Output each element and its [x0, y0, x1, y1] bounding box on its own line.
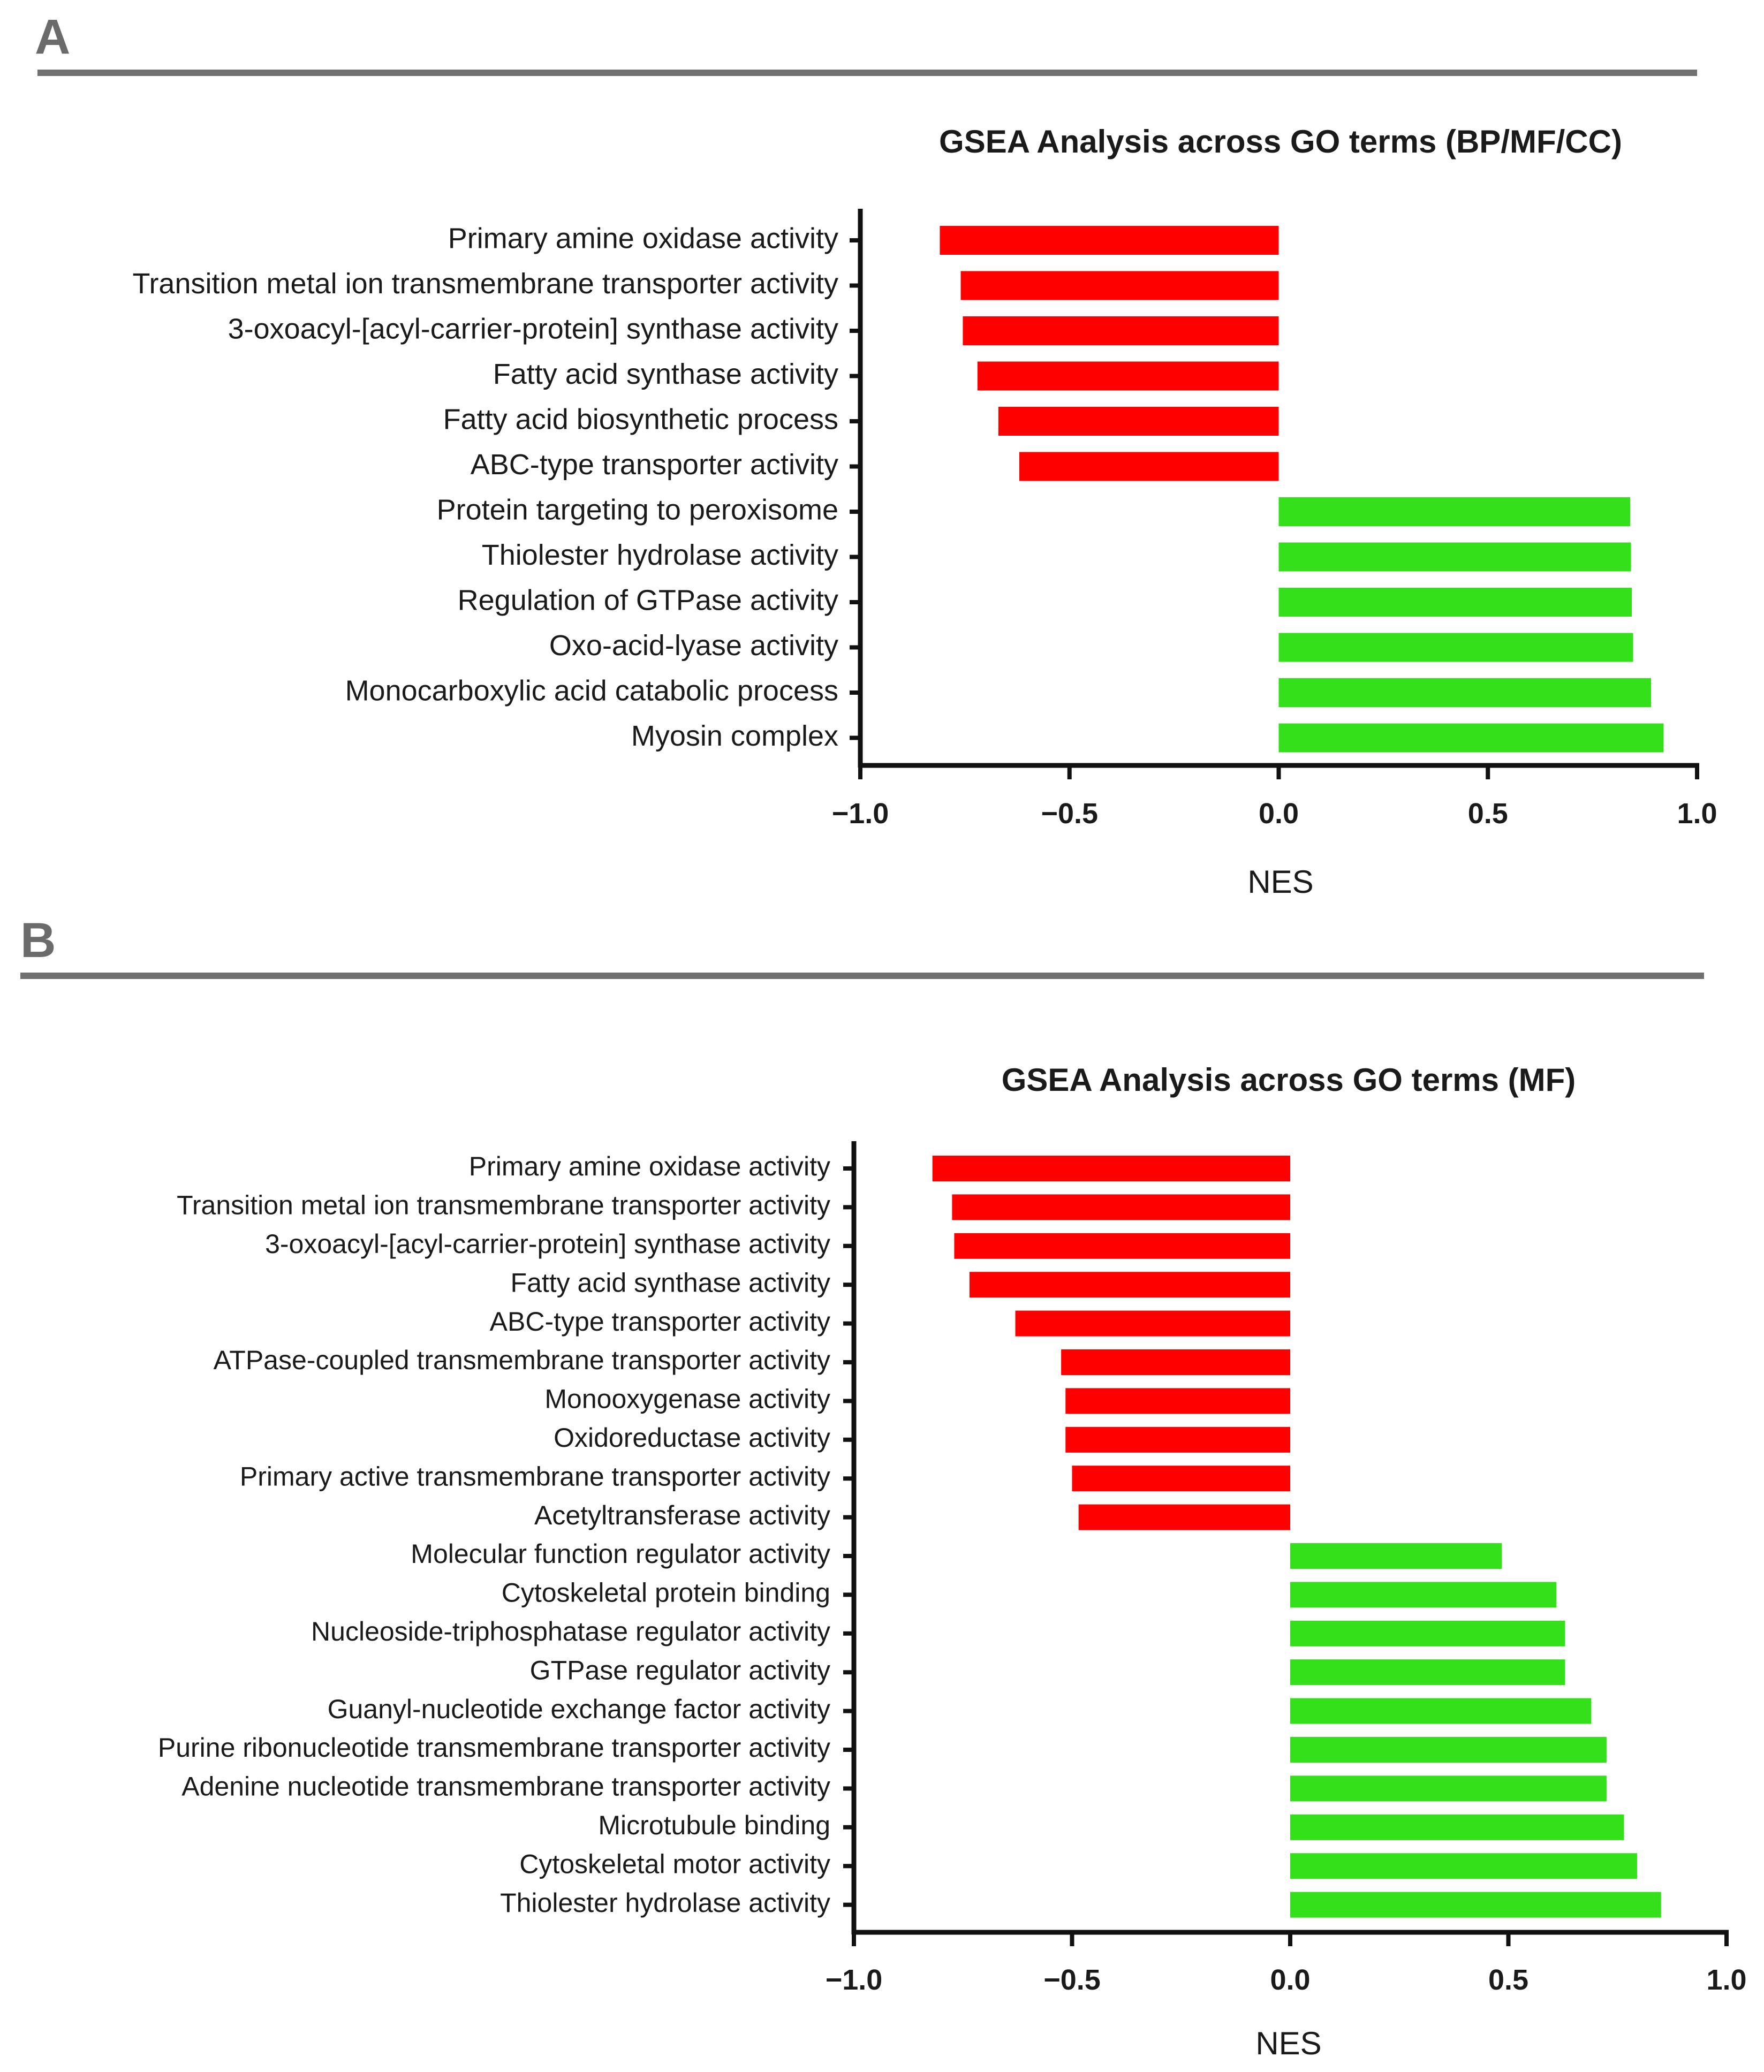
chart-a: GSEA Analysis across GO terms (BP/MF/CC)…	[132, 124, 1717, 900]
x-tick-label: −0.5	[1041, 798, 1098, 830]
bar-acetyltransferase-activity	[1078, 1504, 1290, 1530]
bar-myosin-complex	[1278, 723, 1664, 753]
x-tick-label: 1.0	[1677, 798, 1717, 830]
bar-nucleoside-triphosphatase-regulator-activity	[1290, 1620, 1565, 1646]
bar-transition-metal-ion-transmembrane-transporter-activity	[960, 271, 1279, 300]
category-label: Fatty acid synthase activity	[511, 1268, 830, 1297]
chart-a-bars	[940, 226, 1664, 753]
bar-3-oxoacyl-acyl-carrier-protein-synthase-activity	[963, 316, 1279, 345]
bar-thiolester-hydrolase-activity	[1290, 1892, 1661, 1918]
bar-regulation-of-gtpase-activity	[1278, 588, 1632, 617]
bar-monocarboxylic-acid-catabolic-process	[1278, 678, 1652, 707]
x-tick-label: 0.0	[1259, 798, 1299, 830]
category-label: Monooxygenase activity	[544, 1384, 830, 1414]
category-label: Primary amine oxidase activity	[448, 222, 838, 254]
chart-b-x-axis-title: NES	[1255, 2025, 1321, 2061]
category-label: Molecular function regulator activity	[411, 1539, 830, 1569]
bar-primary-amine-oxidase-activity	[932, 1156, 1290, 1181]
panel-a-letter: A	[35, 10, 70, 64]
bar-gtpase-regulator-activity	[1290, 1659, 1565, 1686]
category-label: Oxo-acid-lyase activity	[549, 629, 838, 662]
bar-oxo-acid-lyase-activity	[1278, 633, 1633, 662]
x-tick-label: −1.0	[832, 798, 889, 830]
x-tick-label: 0.5	[1468, 798, 1508, 830]
bar-molecular-function-regulator-activity	[1290, 1543, 1502, 1569]
category-label: Nucleoside-triphosphatase regulator acti…	[311, 1616, 830, 1646]
chart-b-title: GSEA Analysis across GO terms (MF)	[1002, 1062, 1576, 1098]
category-label: Thiolester hydrolase activity	[482, 539, 838, 571]
category-label: Microtubule binding	[598, 1810, 830, 1840]
bar-adenine-nucleotide-transmembrane-transporter-activity	[1290, 1775, 1607, 1802]
category-label: Thiolester hydrolase activity	[500, 1888, 830, 1918]
x-tick-label: −1.0	[826, 1964, 883, 1996]
category-label: Monocarboxylic acid catabolic process	[345, 674, 838, 707]
chart-b-x-tick-labels: −1.0 −0.5 0.0 0.5 1.0	[826, 1964, 1747, 1996]
chart-b: GSEA Analysis across GO terms (MF) Prima…	[158, 1062, 1747, 2061]
x-tick-label: 0.5	[1488, 1964, 1528, 1996]
panel-b-letter: B	[20, 913, 56, 968]
bar-atpase-coupled-transmembrane-transporter-activity	[1061, 1349, 1290, 1375]
bar-fatty-acid-synthase-activity	[977, 361, 1279, 391]
bar-cytoskeletal-protein-binding	[1290, 1582, 1557, 1608]
x-tick-label: −0.5	[1043, 1964, 1101, 1996]
category-label: 3-oxoacyl-[acyl-carrier-protein] synthas…	[228, 313, 838, 345]
chart-b-category-labels: Primary amine oxidase activity Transition…	[158, 1151, 830, 1918]
chart-a-x-axis-title: NES	[1247, 864, 1313, 900]
category-label: Protein targeting to peroxisome	[437, 494, 838, 526]
category-label: Fatty acid synthase activity	[493, 358, 838, 390]
category-label: GTPase regulator activity	[530, 1655, 830, 1685]
bar-primary-amine-oxidase-activity	[940, 226, 1279, 255]
category-label: Myosin complex	[631, 720, 838, 752]
category-label: Primary amine oxidase activity	[469, 1151, 830, 1181]
category-label: Cytoskeletal protein binding	[502, 1578, 830, 1608]
bar-primary-active-transmembrane-transporter-activity	[1072, 1466, 1290, 1492]
bar-monooxygenase-activity	[1065, 1388, 1290, 1414]
category-label: ATPase-coupled transmembrane transporter…	[214, 1345, 830, 1375]
category-label: ABC-type transporter activity	[471, 449, 838, 481]
x-tick-label: 0.0	[1270, 1964, 1310, 1996]
chart-a-title: GSEA Analysis across GO terms (BP/MF/CC)	[939, 124, 1622, 160]
bar-abc-type-transporter-activity	[1015, 1310, 1290, 1337]
bar-oxidoreductase-activity	[1065, 1426, 1290, 1453]
bar-transition-metal-ion-transmembrane-transporter-activity	[952, 1194, 1290, 1220]
category-label: Purine ribonucleotide transmembrane tran…	[158, 1733, 830, 1763]
category-label: Guanyl-nucleotide exchange factor activi…	[328, 1694, 830, 1724]
bar-cytoskeletal-motor-activity	[1290, 1853, 1637, 1879]
category-label: Adenine nucleotide transmembrane transpo…	[181, 1772, 830, 1802]
bar-protein-targeting-to-peroxisome	[1278, 497, 1630, 526]
category-label: ABC-type transporter activity	[490, 1307, 830, 1337]
bar-3-oxoacyl-acyl-carrier-protein-synthase-activity	[954, 1233, 1290, 1259]
category-label: Primary active transmembrane transporter…	[240, 1461, 830, 1491]
bar-abc-type-transporter-activity	[1019, 452, 1279, 481]
category-label: Regulation of GTPase activity	[458, 584, 838, 616]
category-label: Cytoskeletal motor activity	[519, 1849, 830, 1879]
category-label: Fatty acid biosynthetic process	[443, 403, 838, 435]
chart-b-bars	[932, 1156, 1661, 1918]
category-label: Acetyltransferase activity	[534, 1500, 830, 1530]
bar-purine-ribonucleotide-transmembrane-transporter-activity	[1290, 1737, 1607, 1763]
bar-microtubule-binding	[1290, 1814, 1624, 1840]
category-label: Transition metal ion transmembrane trans…	[177, 1190, 830, 1220]
x-tick-label: 1.0	[1706, 1964, 1746, 1996]
category-label: 3-oxoacyl-[acyl-carrier-protein] synthas…	[265, 1229, 830, 1259]
bar-guanyl-nucleotide-exchange-factor-activity	[1290, 1698, 1592, 1724]
bar-fatty-acid-biosynthetic-process	[998, 407, 1279, 436]
chart-a-x-tick-labels: −1.0 −0.5 0.0 0.5 1.0	[832, 798, 1717, 830]
bar-thiolester-hydrolase-activity	[1278, 542, 1631, 572]
category-label: Oxidoreductase activity	[554, 1423, 830, 1453]
chart-a-category-labels: Primary amine oxidase activity Transition…	[132, 222, 838, 752]
bar-fatty-acid-synthase-activity	[969, 1272, 1290, 1298]
category-label: Transition metal ion transmembrane trans…	[132, 268, 838, 300]
